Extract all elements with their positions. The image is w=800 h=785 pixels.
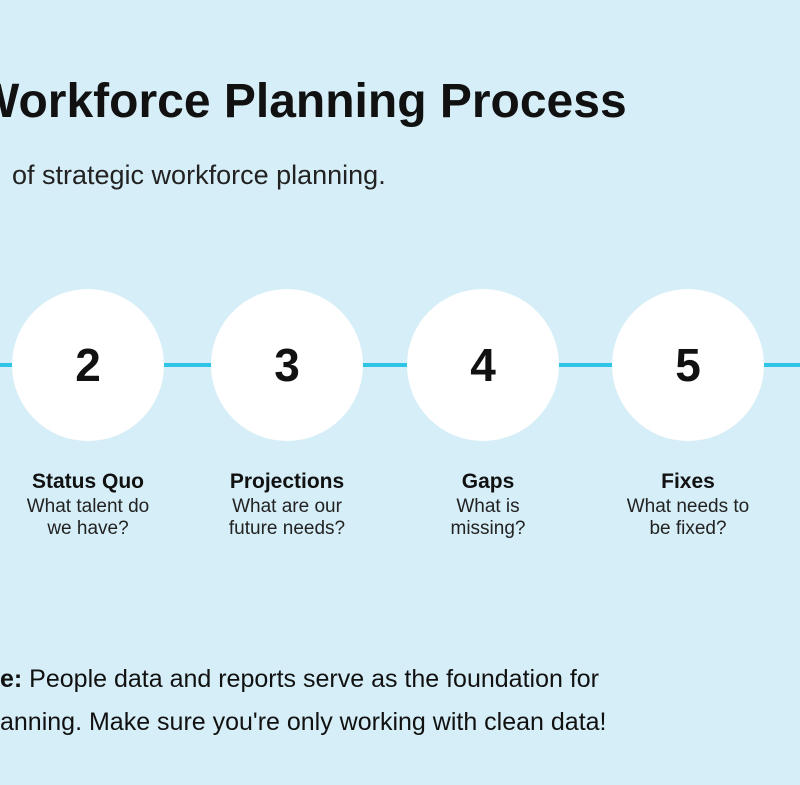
step-desc: be fixed?: [649, 518, 727, 539]
step-title: Gaps: [461, 470, 515, 493]
step-desc: missing?: [450, 518, 526, 539]
step-gaps: Gaps What is missing?: [398, 468, 578, 540]
step-desc: we have?: [47, 518, 129, 539]
title-text: orkforce Planning Process: [18, 75, 627, 128]
step-circle-3: 3: [211, 289, 363, 441]
step-desc: What is: [456, 496, 520, 517]
page-subtitle: of strategic workforce planning.: [12, 160, 386, 190]
step-desc: future needs?: [228, 518, 346, 539]
title-prefix: W: [0, 75, 18, 128]
step-circle-4: 4: [407, 289, 559, 441]
step-title: Projections: [229, 470, 345, 493]
step-circle-2: 2: [12, 289, 164, 441]
step-title: Status Quo: [31, 470, 144, 493]
note-line-2: anning. Make sure you're only working wi…: [0, 708, 607, 736]
footer-note: e: People data and reports serve as the …: [0, 658, 607, 744]
step-title: Fixes: [661, 470, 715, 493]
note-label: e:: [0, 665, 23, 693]
timeline-connector: [0, 363, 800, 367]
step-fixes: Fixes What needs to be fixed?: [598, 468, 778, 540]
note-line-1: People data and reports serve as the fou…: [22, 665, 600, 693]
step-circle-5: 5: [612, 289, 764, 441]
step-projections: Projections What are our future needs?: [197, 468, 377, 540]
step-desc: What are our: [232, 496, 342, 517]
step-desc: What talent do: [26, 496, 150, 517]
step-desc: What needs to: [626, 496, 750, 517]
page-title: Workforce Planning Process: [0, 74, 627, 129]
step-status-quo: Status Quo What talent do we have?: [0, 468, 178, 540]
